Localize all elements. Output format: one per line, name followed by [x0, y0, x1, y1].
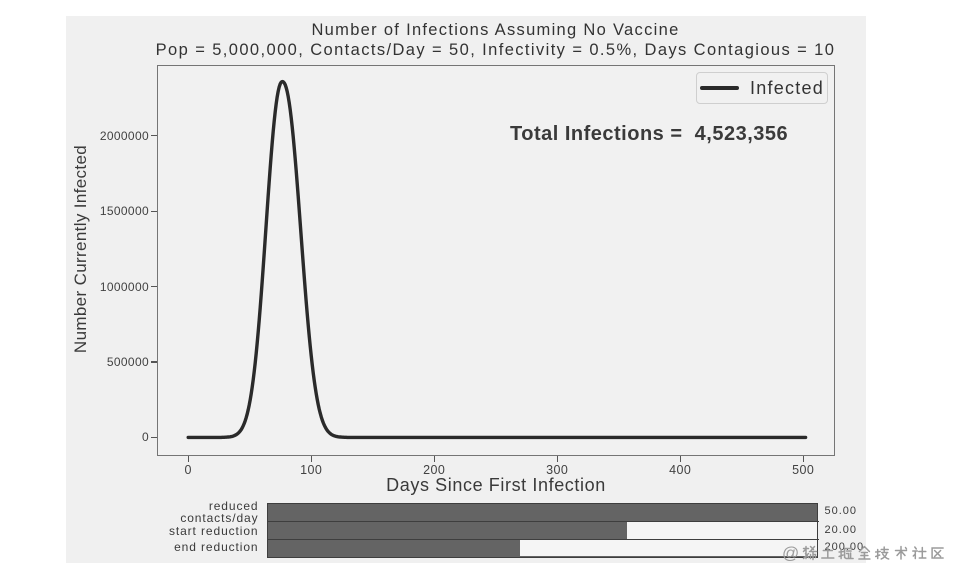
svg-text:@: @ [782, 544, 799, 562]
